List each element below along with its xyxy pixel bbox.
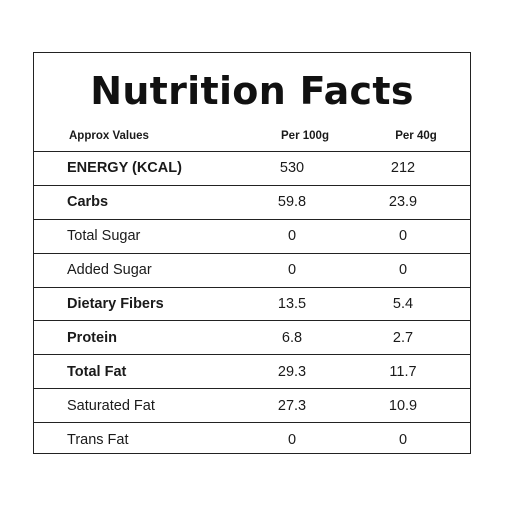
value-per-100g: 13.5 xyxy=(277,296,307,312)
value-per-40g: 2.7 xyxy=(392,329,414,346)
table-row: Total Fat 29.3 11.7 xyxy=(34,354,470,388)
value-per-40g: 23.9 xyxy=(388,194,418,211)
table-row: Saturated Fat 27.3 10.9 xyxy=(34,388,470,422)
nutrient-name: Added Sugar xyxy=(67,262,152,279)
value-per-100g: 0 xyxy=(287,262,297,279)
value-per-40g: 212 xyxy=(390,160,416,177)
value-per-100g: 530 xyxy=(279,160,305,177)
table-row: Trans Fat 0 0 xyxy=(34,422,470,456)
value-per-100g: 29.3 xyxy=(277,363,307,380)
nutrient-name: Carbs xyxy=(67,194,109,211)
column-header-approx-values: Approx Values xyxy=(69,130,149,142)
nutrient-name: ENERGY (KCAL) xyxy=(67,160,182,177)
value-per-100g: 6.8 xyxy=(281,329,303,346)
nutrient-name: Total Fat xyxy=(67,363,127,380)
nutrition-facts-panel: Nutrition Facts Approx Values Per 100g P… xyxy=(33,52,471,454)
column-header-per-100g: Per 100g xyxy=(281,130,329,142)
table-row: Total Sugar 0 0 xyxy=(34,218,470,253)
table-row: ENERGY (KCAL) 530 212 xyxy=(34,151,470,185)
value-per-100g: 59.8 xyxy=(277,194,307,211)
value-per-40g: 0 xyxy=(398,228,408,245)
nutrient-name: Dietary Fibers xyxy=(67,296,164,312)
nutrition-table: ENERGY (KCAL) 530 212 Carbs 59.8 23.9 To… xyxy=(34,151,470,456)
value-per-40g: 10.9 xyxy=(388,397,418,414)
table-row: Added Sugar 0 0 xyxy=(34,252,470,287)
page-title: Nutrition Facts xyxy=(90,69,414,113)
value-per-40g: 0 xyxy=(398,431,408,448)
nutrient-name: Trans Fat xyxy=(67,431,129,448)
table-row: Carbs 59.8 23.9 xyxy=(34,184,470,219)
value-per-40g: 0 xyxy=(398,262,408,279)
value-per-100g: 27.3 xyxy=(277,397,307,414)
column-header-per-40g: Per 40g xyxy=(395,130,437,142)
nutrient-name: Saturated Fat xyxy=(67,397,155,414)
table-row: Protein 6.8 2.7 xyxy=(34,320,470,354)
value-per-40g: 5.4 xyxy=(392,296,414,312)
value-per-100g: 0 xyxy=(287,228,297,245)
nutrient-name: Total Sugar xyxy=(67,228,141,245)
table-row: Dietary Fibers 13.5 5.4 xyxy=(34,286,470,321)
value-per-100g: 0 xyxy=(287,431,297,448)
value-per-40g: 11.7 xyxy=(389,363,417,380)
nutrient-name: Protein xyxy=(67,329,117,346)
